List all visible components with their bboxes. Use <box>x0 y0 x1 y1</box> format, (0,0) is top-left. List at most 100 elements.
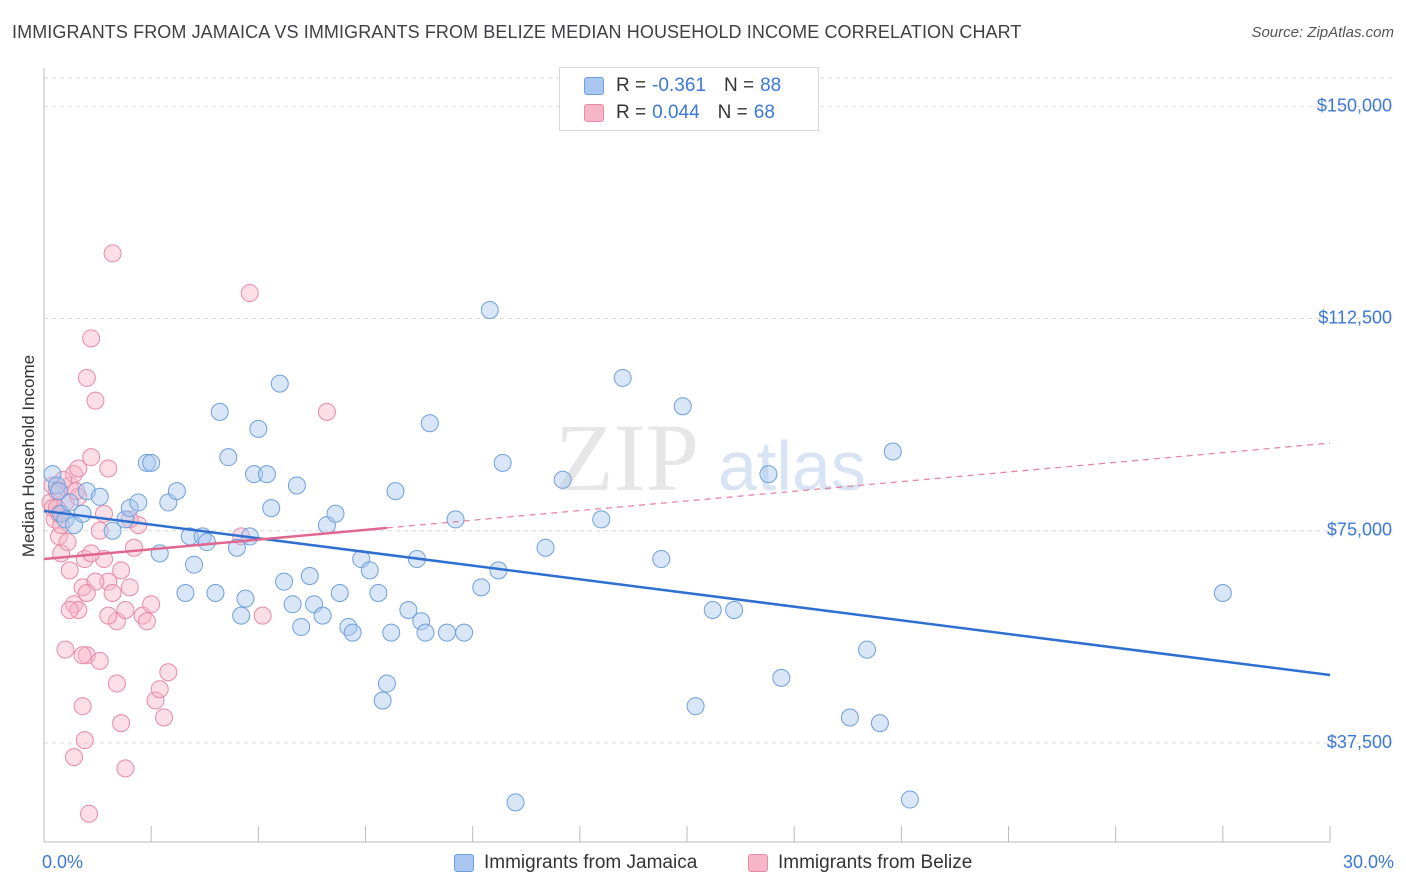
jamaica-point <box>759 465 778 484</box>
belize-point <box>73 646 92 665</box>
jamaica-point <box>73 504 92 523</box>
grid <box>44 77 1392 744</box>
jamaica-point <box>43 465 62 484</box>
legend-r-value-belize: 0.044 <box>652 102 700 123</box>
jamaica-point <box>292 617 311 636</box>
jamaica-point <box>103 521 122 540</box>
belize-point <box>80 804 99 823</box>
jamaica-point <box>858 640 877 659</box>
jamaica-point <box>652 550 671 569</box>
bottom-legend-label-belize: Immigrants from Belize <box>778 852 973 873</box>
y-tick-label: $75,000 <box>1327 520 1392 540</box>
belize-point <box>120 578 139 597</box>
belize-point <box>86 391 105 410</box>
jamaica-point <box>137 453 156 472</box>
legend-n-value-belize: 68 <box>753 102 775 123</box>
jamaica-point <box>455 623 474 642</box>
trend-lines <box>43 442 1331 677</box>
jamaica-point <box>553 470 572 489</box>
belize-point <box>65 748 84 767</box>
jamaica-point <box>227 538 246 557</box>
legend-r-value-jamaica: -0.361 <box>652 75 706 96</box>
jamaica-point <box>262 499 281 518</box>
jamaica-point <box>592 510 611 529</box>
watermark-atlas: atlas <box>718 427 866 505</box>
bottom-legend-label-jamaica: Immigrants from Jamaica <box>484 852 698 873</box>
belize-point <box>75 731 94 750</box>
belize-point <box>58 533 77 552</box>
jamaica-point <box>219 448 238 467</box>
jamaica-point <box>416 623 435 642</box>
belize-point <box>137 612 156 631</box>
watermark-zip: ZIP <box>555 404 699 511</box>
belize-point <box>99 572 118 591</box>
jamaica-point <box>185 555 204 574</box>
belize-point <box>77 583 96 602</box>
belize-point <box>90 651 109 670</box>
jamaica-point <box>197 533 216 552</box>
correlation-legend: R = -0.361 N = 88 R = 0.044 N = 68 <box>559 67 819 131</box>
jamaica-trend-line <box>43 509 1331 677</box>
belize-point <box>60 561 79 580</box>
legend-row-belize: R = 0.044 N = 68 <box>584 100 775 126</box>
jamaica-point <box>900 790 919 809</box>
jamaica-point <box>287 476 306 495</box>
belize-trend-line <box>43 526 388 561</box>
y-tick-label: $112,500 <box>1318 308 1392 328</box>
legend-swatch-jamaica <box>584 77 604 95</box>
jamaica-point <box>536 538 555 557</box>
belize-point <box>253 606 272 625</box>
x-tick-label-min: 0.0% <box>42 852 84 872</box>
legend-row-jamaica: R = -0.361 N = 88 <box>584 73 781 99</box>
legend-r-label: R = <box>616 102 647 123</box>
jamaica-point <box>412 612 431 631</box>
belize-point <box>69 459 88 478</box>
jamaica-point <box>330 583 349 602</box>
jamaica-point <box>232 606 251 625</box>
legend-swatch-belize <box>584 104 604 122</box>
y-tick-labels: $37,500 $75,000 $112,500 $150,000 <box>1317 95 1392 752</box>
jamaica-point <box>883 442 902 461</box>
jamaica-point <box>245 465 264 484</box>
belize-point <box>73 697 92 716</box>
belize-point <box>103 244 122 263</box>
jamaica-point <box>249 419 268 438</box>
belize-point <box>155 708 174 727</box>
belize-point <box>125 538 144 557</box>
y-tick-label: $37,500 <box>1327 732 1392 752</box>
jamaica-point <box>236 589 255 608</box>
jamaica-point <box>60 493 79 512</box>
jamaica-point <box>270 374 289 393</box>
belize-point <box>82 448 101 467</box>
legend-r-label: R = <box>616 75 647 96</box>
jamaica-point <box>673 397 692 416</box>
jamaica-point <box>386 482 405 501</box>
jamaica-point <box>343 623 362 642</box>
jamaica-point <box>382 623 401 642</box>
belize-point <box>240 284 259 303</box>
jamaica-point <box>472 578 491 597</box>
jamaica-point <box>1213 583 1232 602</box>
x-tick-label-max: 30.0% <box>1342 852 1394 872</box>
y-tick-label: $150,000 <box>1317 95 1392 115</box>
watermark: ZIP atlas <box>555 404 866 511</box>
jamaica-point <box>493 453 512 472</box>
jamaica-point <box>840 708 859 727</box>
jamaica-point <box>257 465 276 484</box>
bottom-legend-swatch-belize <box>748 854 768 872</box>
jamaica-point <box>613 368 632 387</box>
jamaica-point <box>142 453 161 472</box>
belize-point <box>142 595 161 614</box>
legend-n-label: N = <box>717 102 748 123</box>
jamaica-point <box>870 714 889 733</box>
belize-point <box>99 459 118 478</box>
bottom-legend-belize: Immigrants from Belize <box>748 852 972 874</box>
legend-n-value-jamaica: 88 <box>760 75 782 96</box>
jamaica-point <box>772 668 791 687</box>
jamaica-point <box>283 595 302 614</box>
legend-n-label: N = <box>723 75 755 96</box>
belize-point <box>103 583 122 602</box>
belize-point <box>150 680 169 699</box>
belize-point <box>116 600 135 619</box>
belize-point <box>82 329 101 348</box>
